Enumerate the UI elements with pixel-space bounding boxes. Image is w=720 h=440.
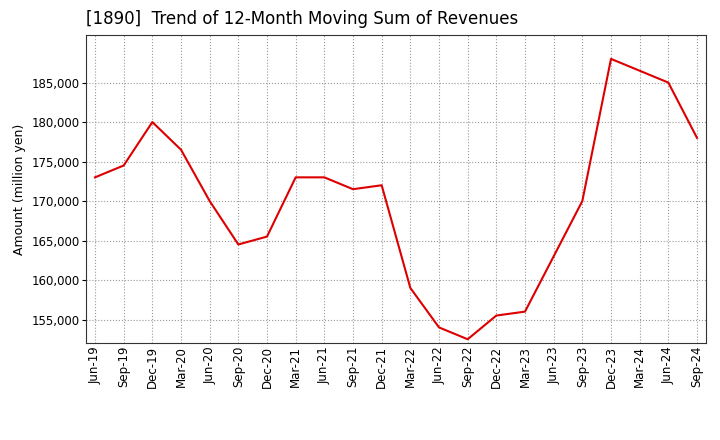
Y-axis label: Amount (million yen): Amount (million yen) bbox=[13, 124, 26, 255]
Text: [1890]  Trend of 12-Month Moving Sum of Revenues: [1890] Trend of 12-Month Moving Sum of R… bbox=[86, 10, 518, 28]
